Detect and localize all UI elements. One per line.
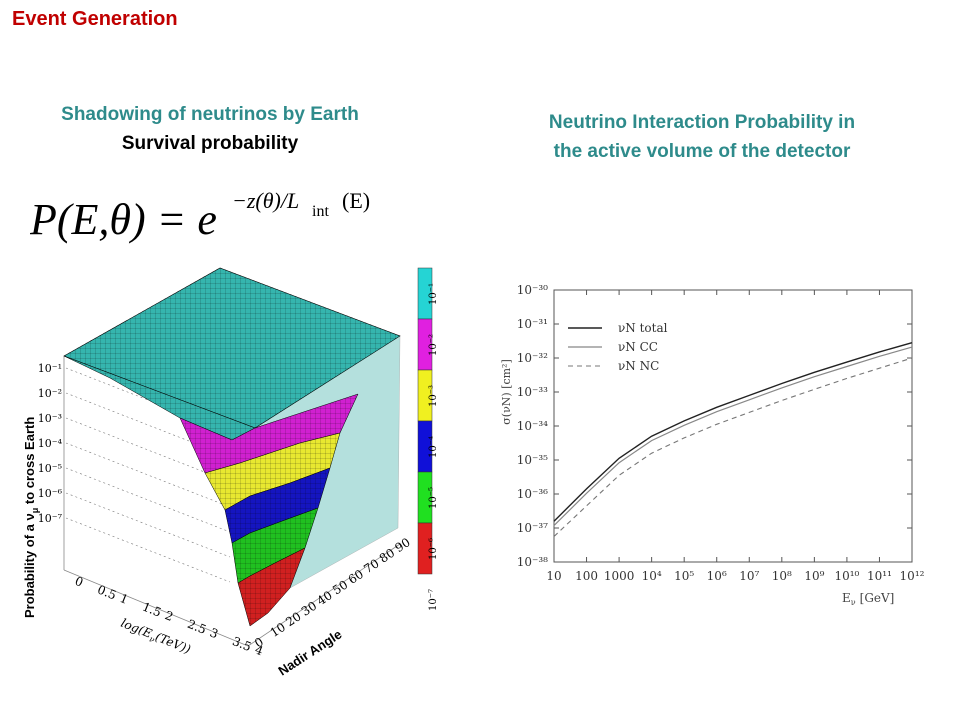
xsec-legend: νN total νN CC νN NC: [568, 321, 668, 373]
surface-x-tick: 0.5: [95, 582, 118, 602]
formula-subscript: int: [312, 203, 329, 220]
colorbar-segment: [417, 522, 433, 575]
xsec-x-axis-label: Eν [GeV]: [842, 591, 894, 607]
xsec-y-tick: 10⁻³⁵: [517, 453, 548, 467]
xsec-x-tick: 1000: [604, 569, 635, 583]
xsec-x-tick: 10⁴: [642, 569, 662, 583]
surface-x-tick: 3: [208, 625, 220, 641]
surface-colorbar: 10⁻¹ 10⁻² 10⁻³ 10⁻⁴ 10⁻⁵ 10⁻⁶ 10⁻⁷: [417, 267, 439, 611]
surface-y-tick: 60: [346, 567, 366, 587]
surface-y-axis-label: Nadir Angle: [275, 626, 344, 678]
surface-z-tick-labels: 10⁻¹ 10⁻² 10⁻³ 10⁻⁴ 10⁻⁵ 10⁻⁶ 10⁻⁷: [38, 362, 63, 525]
xsec-x-tick: 10¹²: [900, 569, 925, 583]
cross-section-line-chart: 10⁻³⁰ 10⁻³¹ 10⁻³² 10⁻³³ 10⁻³⁴ 10⁻³⁵ 10⁻³⁶ 10⁻³⁷…: [482, 262, 930, 612]
xsec-y-tick: 10⁻³⁴: [517, 419, 548, 433]
surface-back-gridline: [65, 467, 231, 533]
formula-lhs: P(E,θ) = e: [30, 195, 217, 244]
earth-shadowing-surface-plot: 10⁻¹ 10⁻² 10⁻³ 10⁻⁴ 10⁻⁵ 10⁻⁶ 10⁻⁷ 0 0.5 1 1.5 2 2.…: [0, 258, 440, 708]
surface-x-tick: 2: [163, 608, 175, 624]
xsec-x-tick: 10⁶: [707, 569, 727, 583]
xsec-x-tick: 10: [546, 569, 561, 583]
surface-back-gridline: [65, 517, 231, 583]
xsec-series-line: [553, 346, 913, 527]
surface-z-tick: 10⁻⁶: [38, 487, 63, 500]
surface-x-tick: 2.5: [185, 617, 208, 637]
colorbar-label: 10⁻⁴: [428, 436, 439, 458]
xsec-x-tick: 10⁷: [739, 569, 759, 583]
surface-back-gridline: [65, 442, 231, 508]
right-heading-line2: the active volume of the detector: [553, 141, 851, 162]
xsec-legend-label: νN NC: [618, 359, 659, 373]
xsec-plot-frame: [553, 289, 913, 563]
surface-z-axis-label: Probability of a νμ to cross Earth: [22, 417, 40, 618]
surface-y-tick: 50: [330, 577, 350, 597]
surface-x-axis-label: log(Eν(TeV)): [118, 616, 193, 659]
xsec-y-tick: 10⁻³⁰: [517, 283, 548, 297]
xsec-y-tick: 10⁻³³: [517, 385, 548, 399]
surface-x-tick: 0: [73, 574, 85, 590]
surface-y-tick: 80: [377, 546, 397, 566]
xsec-y-tick: 10⁻³⁶: [517, 487, 548, 501]
surface-right-wall: [254, 335, 401, 589]
colorbar-label: 10⁻¹: [428, 283, 439, 305]
xsec-y-tick: 10⁻³²: [517, 351, 548, 365]
xsec-y-tick-labels: 10⁻³⁰ 10⁻³¹ 10⁻³² 10⁻³³ 10⁻³⁴ 10⁻³⁵ 10⁻³⁶ 10⁻³⁷…: [517, 283, 912, 569]
left-subheading: Survival probability: [121, 133, 299, 154]
xsec-x-tick: 10⁸: [772, 569, 792, 583]
colorbar-label: 10⁻⁷: [428, 589, 439, 611]
xsec-legend-label: νN total: [618, 321, 668, 335]
colorbar-label: 10⁻²: [428, 334, 439, 356]
xsec-series-line: [553, 357, 913, 537]
surface-z-tick: 10⁻³: [38, 412, 62, 425]
surface-y-tick: 70: [361, 556, 381, 576]
right-heading-line1: Neutrino Interaction Probability in: [548, 112, 856, 133]
formula-exponent: −z(θ)/L: [232, 188, 299, 213]
xsec-x-tick: 100: [575, 569, 598, 583]
surface-x-tick: 1.5: [140, 600, 163, 620]
surface-z-tick: 10⁻¹: [38, 362, 62, 375]
surface-back-gridline: [65, 417, 231, 483]
colorbar-label: 10⁻³: [428, 385, 439, 407]
right-heading: Neutrino Interaction Probability in the …: [462, 108, 942, 166]
colorbar-label: 10⁻⁶: [428, 538, 439, 560]
surface-z-tick: 10⁻⁴: [38, 437, 63, 450]
surface-y-tick: 40: [314, 588, 334, 608]
surface-y-tick: 30: [299, 599, 319, 619]
xsec-y-tick: 10⁻³⁸: [517, 555, 548, 569]
surface-z-tick: 10⁻²: [38, 387, 62, 400]
xsec-x-tick: 10⁹: [804, 569, 824, 583]
xsec-y-tick: 10⁻³⁷: [517, 521, 548, 535]
xsec-y-tick: 10⁻³¹: [517, 317, 548, 331]
xsec-x-tick: 10¹¹: [867, 569, 892, 583]
surface-z-tick: 10⁻⁷: [38, 512, 63, 525]
surface-z-tick: 10⁻⁵: [38, 462, 62, 475]
surface-x-tick: 3.5: [230, 634, 253, 654]
surface-back-gridline: [65, 492, 231, 558]
left-heading: Shadowing of neutrinos by Earth: [61, 104, 359, 125]
xsec-legend-label: νN CC: [618, 340, 658, 354]
surface-y-tick: 90: [392, 535, 412, 555]
slide-title: Event Generation: [12, 8, 178, 30]
surface-y-tick: 10: [268, 620, 288, 640]
survival-formula: P(E,θ) = e −z(θ)/L int (E): [29, 188, 400, 248]
xsec-y-axis-label: σ(νN) [cm²]: [500, 359, 513, 424]
xsec-x-tick: 10⁵: [674, 569, 694, 583]
formula-exponent-tail: (E): [342, 188, 370, 213]
surface-y-tick: 20: [283, 609, 303, 629]
xsec-series-line: [553, 342, 913, 522]
xsec-x-tick: 10¹⁰: [834, 569, 859, 583]
xsec-x-tick-labels: 10 100 1000 10⁴ 10⁵ 10⁶ 10⁷ 10⁸ 10⁹ 10¹⁰ 10¹¹ 10¹²: [546, 290, 925, 583]
surface-mesh: [63, 267, 401, 627]
colorbar-label: 10⁻⁵: [428, 487, 439, 509]
xsec-series-lines: [553, 342, 913, 537]
